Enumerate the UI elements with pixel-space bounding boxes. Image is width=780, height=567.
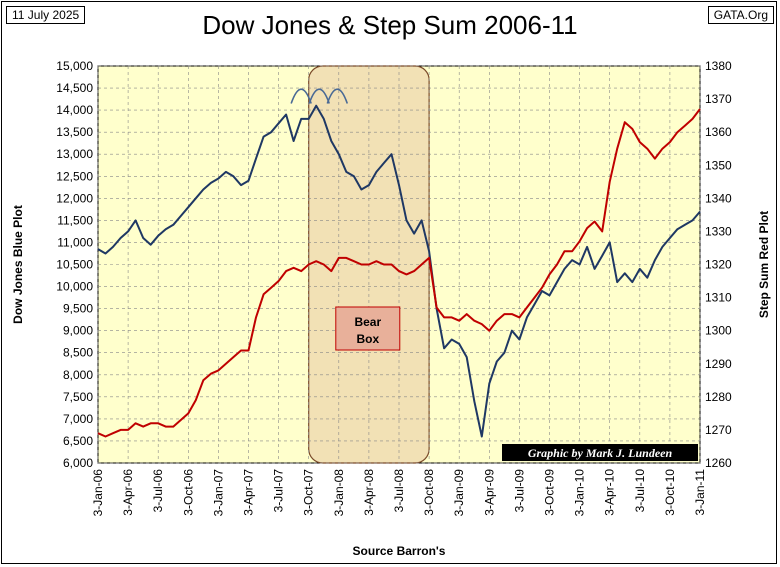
left-y-tick-label: 7,000 — [63, 412, 93, 426]
x-axis-title: Source Barron's — [353, 544, 446, 558]
left-y-tick-label: 6,500 — [63, 434, 93, 448]
left-y-tick-label: 14,500 — [56, 81, 93, 95]
top-arc-annotation — [326, 88, 349, 104]
bear-box-label-line: Bear — [354, 315, 381, 329]
left-y-tick-label: 9,000 — [63, 324, 93, 338]
right-axis-title: Step Sum Red Plot — [757, 211, 771, 318]
x-tick-label: 3-Oct-08 — [422, 469, 436, 516]
x-tick-label: 3-Apr-08 — [362, 469, 376, 516]
right-y-tick-label: 1350 — [705, 158, 732, 172]
left-y-tick-label: 12,500 — [56, 169, 93, 183]
x-tick-label: 3-Apr-07 — [242, 469, 256, 516]
x-tick-label: 3-Jan-08 — [332, 469, 346, 517]
top-arc-annotation — [290, 88, 312, 104]
right-y-tick-label: 1360 — [705, 125, 732, 139]
bear-box-label-box — [335, 306, 401, 351]
x-tick-label: 3-Apr-06 — [121, 469, 135, 516]
right-y-tick-label: 1310 — [705, 291, 732, 305]
right-y-tick-label: 1260 — [705, 456, 732, 470]
left-y-tick-label: 9,500 — [63, 302, 93, 316]
x-tick-label: 3-Oct-06 — [181, 469, 195, 516]
x-tick-label: 3-Jul-10 — [633, 469, 647, 513]
site-label: GATA.Org — [707, 6, 774, 24]
bear-box-label-line: Box — [356, 332, 379, 346]
left-y-tick-label: 10,500 — [56, 258, 93, 272]
date-label: 11 July 2025 — [6, 6, 86, 24]
x-tick-label: 3-Oct-09 — [543, 469, 557, 516]
x-tick-label: 3-Jan-09 — [452, 469, 466, 517]
left-y-tick-label: 6,000 — [63, 456, 93, 470]
dow-jones-blue-line — [97, 104, 701, 438]
x-tick-label: 3-Jan-06 — [91, 469, 105, 517]
x-tick-label: 3-Oct-07 — [302, 469, 316, 516]
left-y-tick-label: 15,000 — [56, 59, 93, 73]
right-y-tick-label: 1270 — [705, 423, 732, 437]
x-tick-label: 3-Apr-10 — [603, 469, 617, 516]
right-y-tick-label: 1380 — [705, 59, 732, 73]
x-tick-label: 3-Jan-10 — [573, 469, 587, 517]
x-tick-label: 3-Oct-10 — [663, 469, 677, 516]
x-tick-label: 3-Jul-09 — [512, 469, 526, 513]
left-y-tick-label: 11,000 — [57, 235, 93, 249]
x-tick-label: 3-Jul-08 — [392, 469, 406, 513]
right-y-tick-label: 1300 — [705, 324, 732, 338]
left-axis-title: Dow Jones Blue Plot — [11, 205, 25, 324]
left-y-tick-label: 13,000 — [56, 147, 93, 161]
step-sum-red-line — [97, 108, 701, 438]
right-y-tick-label: 1280 — [705, 390, 732, 404]
left-y-tick-label: 10,000 — [56, 280, 93, 294]
right-y-tick-label: 1320 — [705, 258, 732, 272]
x-tick-label: 3-Apr-09 — [482, 469, 496, 516]
x-tick-label: 3-Jul-06 — [151, 469, 165, 513]
right-y-tick-label: 1340 — [705, 191, 732, 205]
right-y-tick-label: 1290 — [705, 357, 732, 371]
left-y-tick-label: 8,500 — [63, 346, 93, 360]
credit-box — [502, 444, 698, 461]
credit-label: Graphic by Mark J. Lundeen — [528, 446, 673, 460]
chart-title: Dow Jones & Step Sum 2006-11 — [202, 10, 578, 40]
right-y-tick-label: 1370 — [705, 92, 732, 106]
x-tick-label: 3-Jan-11 — [693, 469, 707, 516]
left-y-tick-label: 11,500 — [57, 213, 93, 227]
left-y-tick-label: 13,500 — [56, 125, 93, 139]
left-y-tick-label: 12,000 — [56, 191, 93, 205]
x-tick-label: 3-Jul-07 — [272, 469, 286, 513]
x-tick-label: 3-Jan-07 — [211, 469, 225, 517]
right-y-tick-label: 1330 — [705, 224, 732, 238]
top-arc-annotation — [308, 88, 330, 104]
left-y-tick-label: 14,000 — [56, 103, 93, 117]
left-y-tick-label: 8,000 — [63, 368, 93, 382]
left-y-tick-label: 7,500 — [63, 390, 93, 404]
